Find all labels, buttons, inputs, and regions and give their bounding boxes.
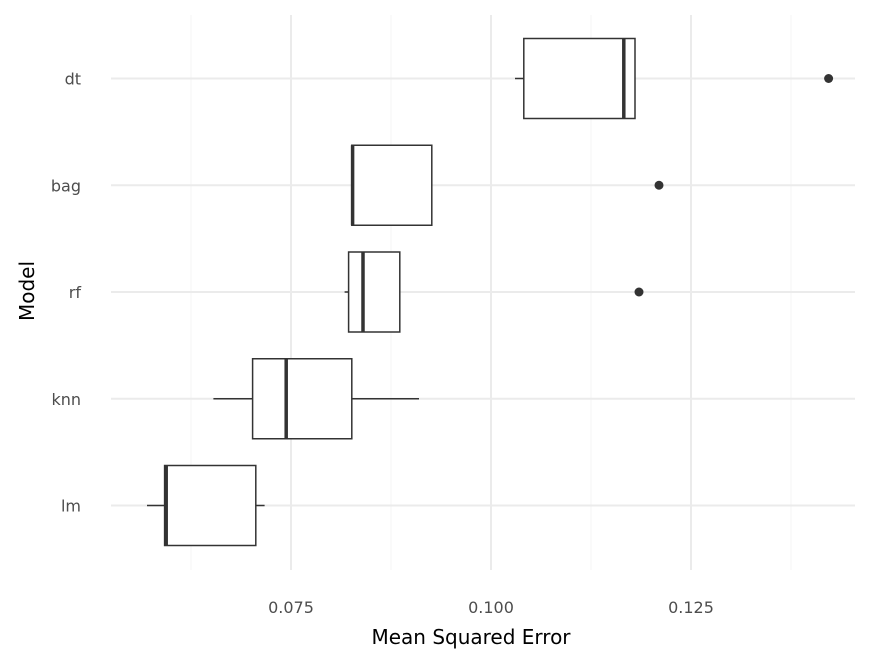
iqr-box — [347, 251, 401, 333]
y-axis-tick-labels: dt bag rf knn lm — [51, 70, 81, 516]
iqr-box — [163, 464, 257, 547]
outlier-point — [634, 287, 644, 297]
box-bag — [350, 144, 664, 226]
y-tick-label-knn: knn — [51, 390, 81, 409]
x-tick-label: 0.125 — [668, 598, 714, 617]
iqr-box — [523, 37, 636, 120]
box-lm — [147, 464, 265, 547]
y-axis-title: Model — [15, 261, 39, 321]
y-tick-label-dt: dt — [65, 70, 81, 89]
box-dt — [515, 37, 834, 120]
x-axis-tick-labels: 0.075 0.100 0.125 — [268, 598, 714, 617]
y-tick-label-bag: bag — [51, 176, 81, 195]
box-layer — [147, 37, 834, 547]
box-knn — [213, 358, 419, 440]
box-rf — [344, 251, 644, 333]
outlier-point — [654, 180, 664, 190]
outlier-point — [824, 74, 834, 83]
x-axis-title: Mean Squared Error — [371, 625, 571, 649]
iqr-box — [251, 358, 353, 440]
y-tick-label-lm: lm — [61, 497, 81, 516]
x-tick-label: 0.075 — [268, 598, 314, 617]
y-tick-label-rf: rf — [69, 283, 82, 302]
x-tick-label: 0.100 — [468, 598, 514, 617]
iqr-box — [351, 144, 433, 226]
